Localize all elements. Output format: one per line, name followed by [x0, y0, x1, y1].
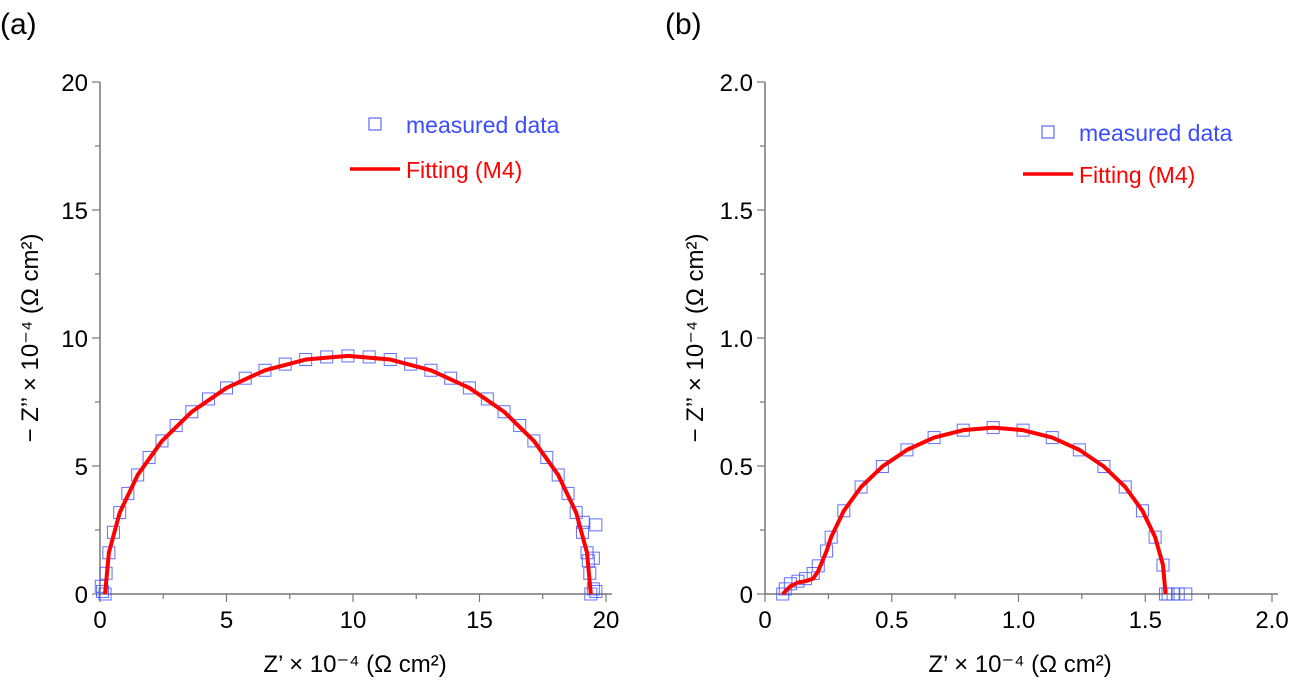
y-tick-label: 0	[75, 582, 88, 609]
measured-data-point	[513, 419, 527, 433]
x-tick-label: 1.0	[1002, 607, 1035, 634]
x-tick-label: 20	[593, 607, 620, 634]
x-tick-label: 1.5	[1129, 607, 1162, 634]
measured-data-point	[875, 460, 889, 474]
measured-data-point	[220, 381, 233, 395]
measured-data-point	[185, 405, 199, 419]
legend-measured-label: measured data	[1079, 120, 1233, 146]
measured-data-point	[900, 443, 914, 457]
measured-data-point	[1179, 587, 1193, 601]
measured-data-point	[551, 468, 565, 482]
y-tick-label: 15	[61, 198, 88, 225]
measured-data-point	[586, 582, 600, 596]
measured-data-point	[589, 518, 603, 532]
measured-data-point	[1097, 460, 1111, 474]
measured-data-point	[142, 451, 156, 465]
measured-data-point	[96, 584, 110, 598]
chart-panel-a: (a) 0 5 10 15 20 0 5 10 15 20 Z’ × 10⁻⁴ (Ω cm²) − Z’…	[0, 8, 619, 678]
y-tick-label: 2.0	[720, 70, 753, 97]
y-tick-label: 1.5	[720, 198, 753, 225]
y-tick-label: 0.5	[720, 454, 753, 481]
measured-data-point	[155, 434, 169, 448]
measured-data-point	[1072, 443, 1086, 457]
measured-data-point	[837, 504, 851, 518]
measured-data-point	[462, 381, 476, 395]
x-tick-label: 0	[758, 607, 771, 634]
measured-data-point	[497, 405, 511, 419]
chart-panel-b: (b) 0 0.5 1.0 1.5 2.0 0 0.5 1.0 1.5 2.0 Z’ × 10⁻⁴ (…	[665, 8, 1289, 678]
panel-label: (a)	[0, 8, 37, 41]
measured-data-point	[169, 419, 183, 433]
y-axis-label: − Z’’ × 10⁻⁴ (Ω cm²)	[17, 234, 44, 443]
measured-data-point	[540, 451, 554, 465]
measured-data-point	[480, 392, 494, 406]
legend-fitting-label: Fitting (M4)	[1079, 162, 1195, 188]
x-tick-label: 2.0	[1255, 607, 1288, 634]
x-axis-label: Z’ × 10⁻⁴ (Ω cm²)	[263, 651, 446, 678]
fitting-line	[781, 425, 1168, 596]
measured-data-point	[778, 582, 792, 596]
x-tick-label: 10	[340, 607, 367, 634]
measured-data-point	[202, 392, 216, 406]
measured-data-point	[854, 480, 868, 494]
x-tick-label: 0.5	[875, 607, 908, 634]
legend-square-marker	[368, 117, 382, 131]
y-axis-label: − Z’’ × 10⁻⁴ (Ω cm²)	[682, 234, 709, 443]
x-axis-label: Z’ × 10⁻⁴ (Ω cm²)	[928, 651, 1111, 678]
measured-data-point	[776, 587, 790, 601]
legend-square-marker	[1041, 125, 1055, 139]
y-tick-label: 0	[740, 582, 753, 609]
measured-data-point	[131, 468, 145, 482]
x-tick-label: 5	[220, 607, 233, 634]
y-tick-label: 20	[61, 70, 88, 97]
panel-label: (b)	[665, 8, 702, 41]
measured-data-point	[527, 434, 541, 448]
x-tick-label: 15	[466, 607, 493, 634]
fitting-line	[103, 353, 593, 595]
y-tick-label: 5	[75, 454, 88, 481]
x-tick-label: 0	[93, 607, 106, 634]
measured-data-point	[1171, 587, 1185, 601]
y-tick-label: 10	[61, 326, 88, 353]
measured-data-point	[1118, 480, 1132, 494]
legend-measured-label: measured data	[406, 112, 560, 138]
measured-data-point	[1135, 504, 1149, 518]
legend-fitting-label: Fitting (M4)	[406, 157, 522, 183]
y-tick-label: 1.0	[720, 326, 753, 353]
